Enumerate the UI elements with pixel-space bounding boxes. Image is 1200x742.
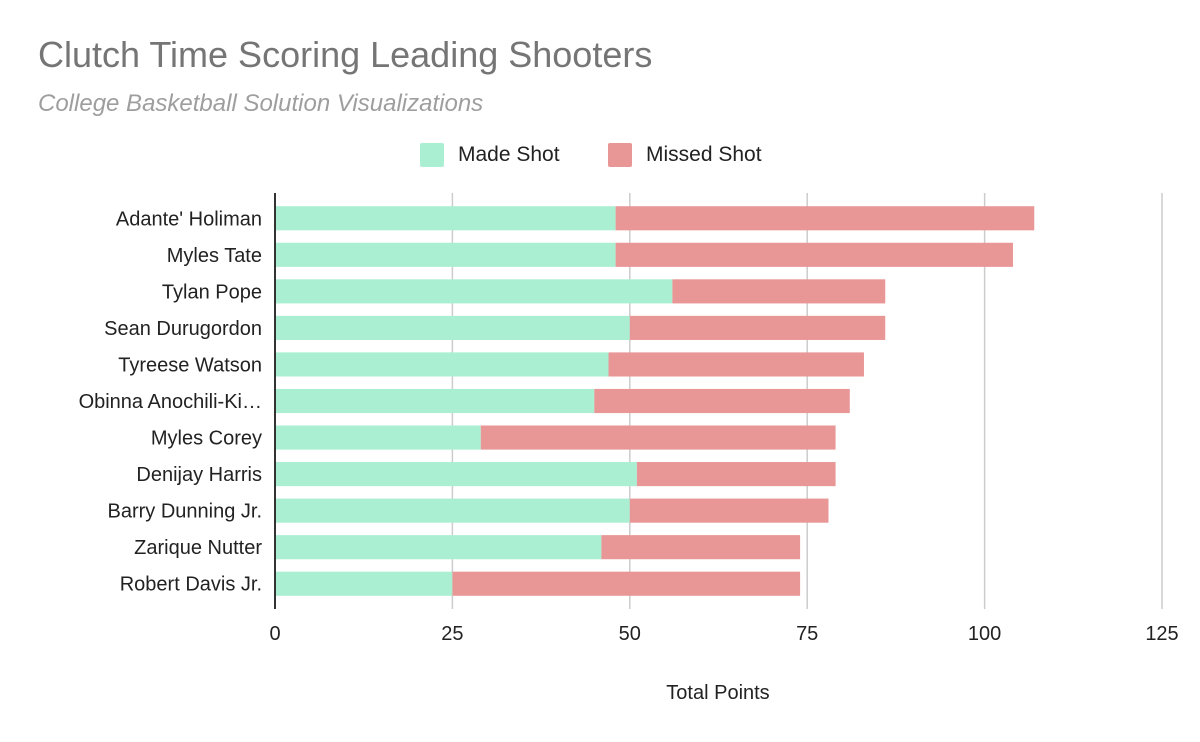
bar-made-shot: [275, 352, 609, 377]
bar-made-shot: [275, 242, 616, 267]
category-label: Robert Davis Jr.: [120, 574, 262, 596]
bar-made-shot: [275, 498, 630, 523]
chart-title: Clutch Time Scoring Leading Shooters: [38, 34, 653, 75]
category-label: Myles Corey: [151, 428, 262, 450]
x-axis-title: Total Points: [666, 682, 769, 704]
legend-label-missed: Missed Shot: [646, 143, 762, 166]
bar-missed-shot: [636, 462, 836, 487]
category-label: Zarique Nutter: [134, 537, 262, 559]
bar-made-shot: [275, 315, 630, 340]
bar-missed-shot: [594, 388, 850, 414]
bar-missed-shot: [629, 315, 886, 340]
legend-item-made[interactable]: Made Shot: [420, 143, 560, 167]
x-tick-label: 25: [441, 623, 463, 645]
bar-missed-shot: [452, 571, 801, 596]
legend-item-missed[interactable]: Missed Shot: [608, 143, 762, 167]
x-tick-label: 125: [1145, 623, 1178, 645]
legend-swatch-made: [420, 143, 444, 167]
category-label: Denijay Harris: [136, 464, 262, 486]
bar-missed-shot: [480, 425, 836, 450]
bar-made-shot: [275, 206, 616, 231]
category-label: Tyreese Watson: [118, 354, 262, 376]
x-tick-label: 75: [796, 623, 818, 645]
bar-made-shot: [275, 388, 595, 414]
bar-missed-shot: [629, 498, 829, 523]
bar-made-shot: [275, 425, 481, 450]
legend-swatch-missed: [608, 143, 632, 167]
bar-made-shot: [275, 535, 602, 560]
x-tick-label: 50: [619, 623, 641, 645]
bar-missed-shot: [608, 352, 864, 377]
category-label: Tylan Pope: [162, 281, 262, 303]
bar-made-shot: [275, 279, 673, 304]
legend: Made Shot Missed Shot: [0, 143, 1200, 171]
category-label: Obinna Anochili-Ki…: [79, 391, 262, 413]
category-label: Sean Durugordon: [104, 318, 262, 340]
chart-subtitle: College Basketball Solution Visualizatio…: [38, 90, 484, 117]
x-tick-label: 0: [269, 623, 280, 645]
category-label: Adante' Holiman: [116, 208, 262, 230]
x-tick-label: 100: [968, 623, 1001, 645]
bar-missed-shot: [615, 242, 1013, 267]
legend-label-made: Made Shot: [458, 143, 560, 166]
category-label: Myles Tate: [167, 245, 262, 267]
bar-made-shot: [275, 462, 637, 487]
bar-missed-shot: [672, 279, 886, 304]
bar-missed-shot: [615, 206, 1035, 231]
category-label: Barry Dunning Jr.: [107, 501, 262, 523]
bar-made-shot: [275, 571, 453, 596]
bar-missed-shot: [601, 535, 801, 560]
